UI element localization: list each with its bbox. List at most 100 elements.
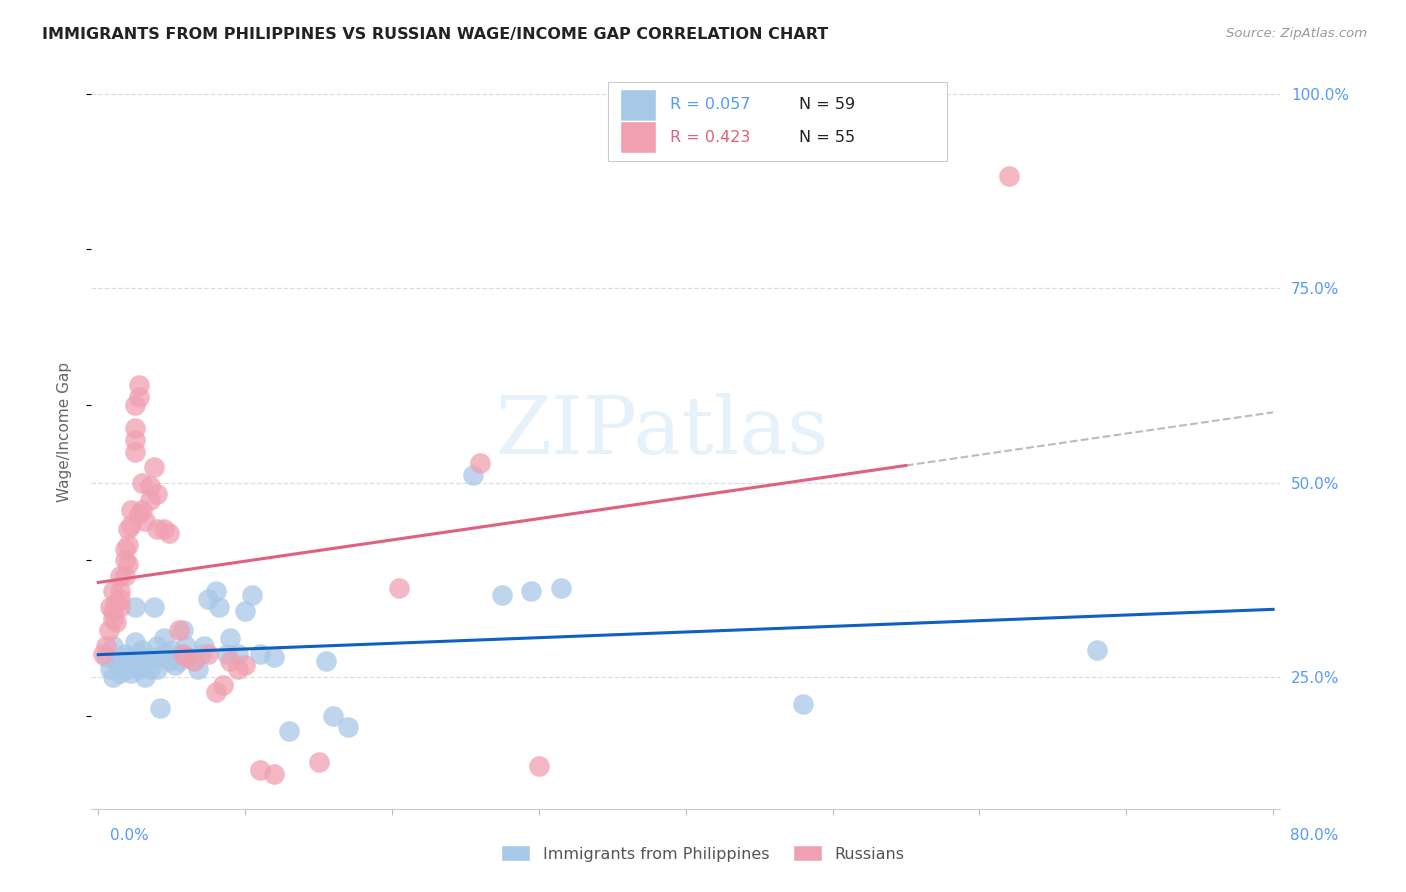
Point [792,697,814,711]
Point [212,678,235,692]
Point [114,541,136,556]
Point [110,656,132,670]
Point [131,642,153,657]
Point [128,390,150,404]
Point [146,662,169,676]
Point [124,635,146,649]
Point [242,588,264,602]
Point [131,475,153,490]
Point [101,639,124,653]
Point [322,708,344,723]
Point [114,553,136,567]
Point [124,433,146,447]
Point [98,599,121,614]
Point [117,538,139,552]
Point [104,654,127,668]
Point [117,650,139,665]
Point [263,767,285,781]
Text: 0.0%: 0.0% [110,829,149,843]
Point [117,558,139,572]
Point [120,665,142,680]
Point [233,658,256,673]
Point [160,642,183,657]
Point [157,526,180,541]
Point [153,647,176,661]
Legend: Immigrants from Philippines, Russians: Immigrants from Philippines, Russians [495,838,911,868]
Point [124,398,146,412]
Point [461,467,484,482]
Point [120,518,142,533]
Point [104,615,127,630]
Point [138,650,160,665]
Point [208,599,231,614]
Point [131,503,153,517]
FancyBboxPatch shape [620,121,657,153]
Point [143,599,166,614]
Point [128,378,150,392]
Point [167,654,190,668]
Text: N = 59: N = 59 [799,97,855,112]
Point [263,650,285,665]
Point [94,639,117,653]
Point [167,647,190,661]
Point [172,624,194,638]
Point [197,592,219,607]
Point [336,720,359,734]
Point [146,650,169,665]
Point [491,588,513,602]
Point [197,647,219,661]
Point [146,639,169,653]
Point [308,756,330,770]
Point [176,650,198,665]
Text: Source: ZipAtlas.com: Source: ZipAtlas.com [1226,27,1367,40]
Point [117,662,139,676]
Text: ZIPatlas: ZIPatlas [495,393,828,471]
Point [146,522,169,536]
Point [176,639,198,653]
Text: R = 0.057: R = 0.057 [671,97,751,112]
Point [110,592,132,607]
Y-axis label: Wage/Income Gap: Wage/Income Gap [58,362,72,502]
Point [219,631,242,645]
Point [1085,642,1108,657]
Point [217,647,239,661]
Point [249,763,271,777]
Text: N = 55: N = 55 [799,130,855,145]
Point [157,654,180,668]
Text: R = 0.423: R = 0.423 [671,130,751,145]
Point [124,421,146,435]
Point [176,650,198,665]
Point [149,701,172,715]
Point [97,624,120,638]
Point [94,650,117,665]
Point [128,647,150,661]
Point [183,654,205,668]
Point [110,665,132,680]
Point [101,611,124,625]
Point [249,647,271,661]
Point [138,662,160,676]
Point [138,492,160,507]
Point [98,662,121,676]
Point [550,581,572,595]
Point [128,507,150,521]
Point [101,604,124,618]
Point [226,662,249,676]
Point [172,647,194,661]
Point [131,656,153,670]
Point [114,647,136,661]
Point [183,654,205,668]
Point [101,584,124,599]
FancyBboxPatch shape [609,81,948,161]
Point [153,631,176,645]
Point [520,584,543,599]
Point [110,584,132,599]
Point [104,596,127,610]
Point [114,569,136,583]
Point [388,581,411,595]
Point [468,456,491,470]
Point [190,647,212,661]
Point [204,584,226,599]
FancyBboxPatch shape [620,89,657,120]
Point [193,639,215,653]
